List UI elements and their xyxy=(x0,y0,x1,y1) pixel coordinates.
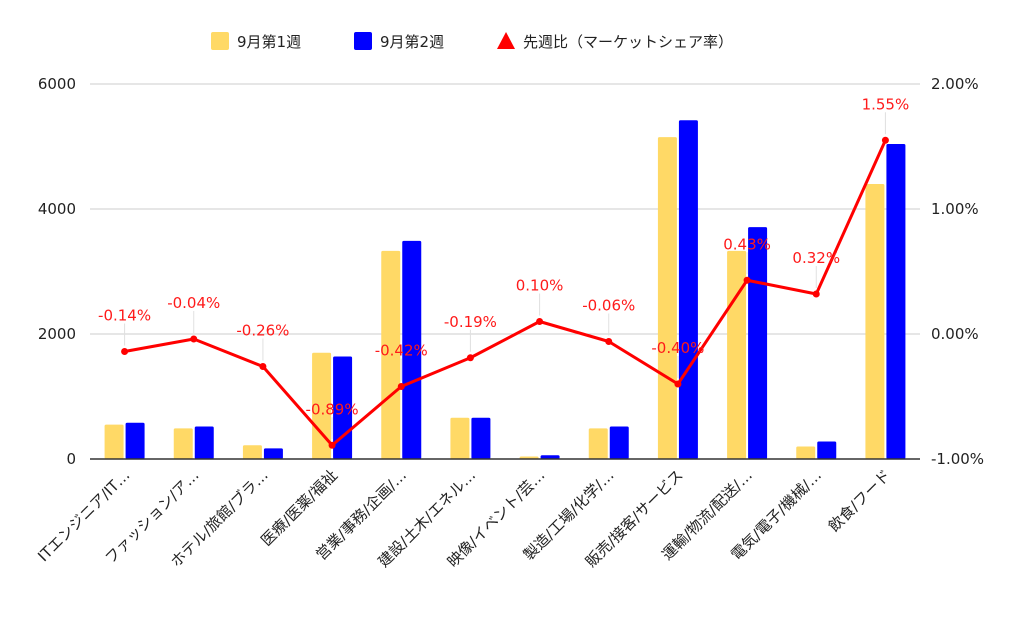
right-axis-ticks: -1.00% 0.00% 1.00% 2.00% xyxy=(931,75,984,468)
bar-week1 xyxy=(588,428,608,459)
right-tick-label: 0.00% xyxy=(931,325,979,343)
share-change-point xyxy=(121,348,129,355)
share-change-label: 1.55% xyxy=(862,95,910,113)
bar-week2 xyxy=(263,448,283,459)
bar-week2 xyxy=(125,422,145,459)
share-change-label: 0.10% xyxy=(516,277,564,295)
legend-swatch xyxy=(211,32,229,50)
bars xyxy=(104,120,906,459)
bar-week2 xyxy=(886,144,906,459)
bar-week2 xyxy=(402,240,422,459)
left-tick-label: 6000 xyxy=(38,75,76,93)
bar-week2 xyxy=(540,455,560,459)
bar-week2 xyxy=(471,417,491,459)
x-axis-labels: ITエンジニア/IT…ファッション/ア…ホテル/旅館/ブラ…医療/医薬/福祉営業… xyxy=(34,466,894,571)
share-change-point xyxy=(328,441,336,449)
share-change-label: -0.42% xyxy=(375,342,428,360)
x-axis-label: 飲食/フード xyxy=(825,466,894,535)
right-tick-label: -1.00% xyxy=(931,450,984,468)
share-change-point xyxy=(605,338,613,345)
share-change-point xyxy=(397,383,405,390)
left-tick-label: 0 xyxy=(66,450,76,468)
bar-week1 xyxy=(104,424,124,459)
share-change-label: -0.14% xyxy=(98,307,151,325)
bar-week1 xyxy=(173,428,193,459)
share-change-label: -0.40% xyxy=(651,339,704,357)
share-change-line xyxy=(124,139,887,447)
share-change-label: -0.89% xyxy=(306,400,359,418)
legend-label: 先週比（マーケットシェア率） xyxy=(523,33,733,51)
bar-week1 xyxy=(312,352,332,459)
share-change-point xyxy=(259,363,267,370)
share-change-label: -0.06% xyxy=(582,297,635,315)
legend-swatch-triangle xyxy=(497,32,515,49)
legend-swatch xyxy=(354,32,372,50)
bar-week1 xyxy=(657,137,677,459)
share-change-label: 0.43% xyxy=(723,235,771,253)
bar-week1 xyxy=(796,446,816,459)
share-change-point xyxy=(536,318,544,325)
share-change-label: -0.04% xyxy=(167,294,220,312)
bar-week2 xyxy=(817,441,837,459)
bar-week1 xyxy=(381,250,401,459)
share-change-label: 0.32% xyxy=(792,249,840,267)
left-axis-ticks: 0 2000 4000 6000 xyxy=(38,75,76,468)
line-series: -0.14% -0.04% -0.26% -0.89% -0.42% -0.19% 0.10… xyxy=(98,95,909,449)
bar-week1 xyxy=(727,250,747,459)
right-tick-label: 1.00% xyxy=(931,200,979,218)
bar-week2 xyxy=(678,120,698,459)
bar-week1 xyxy=(865,184,885,459)
share-change-label: -0.19% xyxy=(444,313,497,331)
bar-week2 xyxy=(194,426,214,459)
bar-week1 xyxy=(450,417,470,459)
left-tick-label: 2000 xyxy=(38,325,76,343)
gridlines xyxy=(90,83,920,335)
bar-week1 xyxy=(242,445,262,459)
share-change-point xyxy=(190,335,198,343)
share-change-label: -0.26% xyxy=(236,322,289,340)
bar-week2 xyxy=(748,227,768,459)
legend-label: 9月第2週 xyxy=(380,33,444,51)
share-change-point xyxy=(466,354,474,362)
bar-week2 xyxy=(609,426,629,459)
legend-label: 9月第1週 xyxy=(237,33,301,51)
left-tick-label: 4000 xyxy=(38,200,76,218)
share-change-point xyxy=(743,276,751,284)
right-tick-label: 2.00% xyxy=(931,75,979,93)
share-change-point xyxy=(812,290,820,298)
legend: 9月第1週 9月第2週 先週比（マーケットシェア率） xyxy=(211,32,733,51)
share-change-point xyxy=(674,380,682,388)
share-change-point xyxy=(881,136,889,144)
